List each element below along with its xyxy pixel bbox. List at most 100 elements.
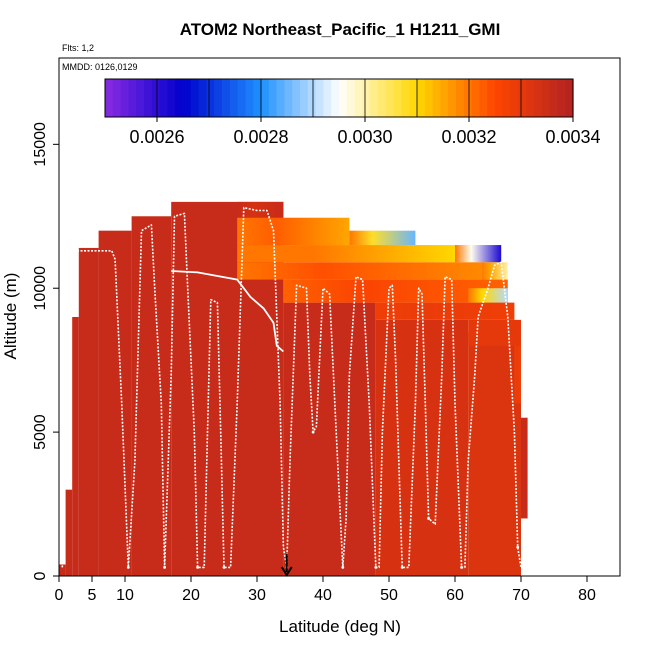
colorbar-swatch xyxy=(479,79,488,117)
colorbar-swatch xyxy=(378,79,387,117)
flight-track-point xyxy=(163,565,167,569)
x-tick-label: 70 xyxy=(512,587,530,604)
flight-track-secondary xyxy=(171,270,284,353)
colorbar-swatch xyxy=(526,79,535,117)
colorbar-swatch xyxy=(534,79,543,117)
colorbar-swatch xyxy=(214,79,223,117)
colorbar-swatch xyxy=(105,79,114,117)
colorbar-tick-label: 0.0034 xyxy=(545,127,600,147)
flight-track-point xyxy=(341,565,345,569)
colorbar-swatch xyxy=(112,79,122,117)
colorbar-swatch xyxy=(120,79,129,117)
colorbar-swatch xyxy=(432,79,441,117)
flight-track-point xyxy=(516,545,520,549)
y-tick-label: 15000 xyxy=(32,122,49,167)
x-tick-label: 60 xyxy=(446,587,464,604)
x-tick-label: 40 xyxy=(314,587,332,604)
colorbar-swatch xyxy=(307,79,317,117)
plot-area xyxy=(59,201,528,576)
curtain-layer xyxy=(237,217,350,246)
colorbar: 0.0026 0.0028 0.0030 0.0032 0.0034 xyxy=(104,78,601,147)
x-tick-label: 80 xyxy=(578,587,596,604)
colorbar-swatch xyxy=(245,79,254,117)
colorbar-swatch xyxy=(401,79,410,117)
curtain-layer xyxy=(468,288,508,303)
y-tick-label: 5000 xyxy=(32,414,49,450)
y-tick-label: 10000 xyxy=(32,266,49,311)
colorbar-swatch xyxy=(424,79,434,117)
flight-track-point xyxy=(311,430,315,434)
colorbar-swatch xyxy=(502,79,512,117)
flight-track-point xyxy=(222,565,226,569)
colorbar-swatch xyxy=(300,79,309,117)
x-tick-label: 30 xyxy=(248,587,266,604)
curtain-column xyxy=(59,564,66,576)
curtain-column xyxy=(521,417,528,519)
curtain-column xyxy=(78,247,99,576)
colorbar-swatch xyxy=(222,79,231,117)
colorbar-swatch xyxy=(323,79,332,117)
curtain-layer xyxy=(455,245,502,263)
colorbar-swatch xyxy=(159,79,168,117)
curtain-layer xyxy=(237,245,455,263)
colorbar-swatch xyxy=(440,79,449,117)
x-axis-label: Latitude (deg N) xyxy=(279,617,401,636)
colorbar-swatch xyxy=(331,79,340,117)
y-axis-label: Altitude (m) xyxy=(1,273,20,360)
colorbar-swatch xyxy=(128,79,137,117)
colorbar-swatch xyxy=(136,79,145,117)
colorbar-swatch xyxy=(393,79,402,117)
colorbar-swatch xyxy=(541,79,551,117)
colorbar-swatch xyxy=(385,79,395,117)
colorbar-swatch xyxy=(487,79,496,117)
plot-frame xyxy=(58,57,621,577)
x-tick-label: 0 xyxy=(55,587,64,604)
curtain-layer xyxy=(468,319,521,346)
colorbar-swatch xyxy=(167,79,176,117)
flight-track-point xyxy=(374,565,378,569)
colorbar-swatch xyxy=(253,79,262,117)
x-tick-label: 10 xyxy=(116,587,134,604)
colorbar-swatch xyxy=(261,79,270,117)
colorbar-swatch xyxy=(557,79,566,117)
colorbar-swatch xyxy=(518,79,527,117)
curtain-column xyxy=(131,216,172,576)
colorbar-swatch xyxy=(495,79,504,117)
colorbar-swatch xyxy=(144,79,153,117)
colorbar-swatch xyxy=(175,79,184,117)
y-tick-label: 0 xyxy=(32,571,49,580)
colorbar-swatch xyxy=(198,79,207,117)
colorbar-swatch xyxy=(463,79,473,117)
x-tick-label: 5 xyxy=(88,587,97,604)
colorbar-swatch xyxy=(362,79,371,117)
colorbar-swatch xyxy=(151,79,161,117)
flights-annotation: Flts: 1,2 xyxy=(62,43,94,53)
colorbar-swatch xyxy=(268,79,278,117)
axes: 0 5 10 20 30 40 50 60 70 80 0 5000 10000 15000 xyxy=(32,122,596,604)
colorbar-swatch xyxy=(471,79,480,117)
colorbar-swatch xyxy=(370,79,379,117)
colorbar-swatch xyxy=(549,79,558,117)
colorbar-swatch xyxy=(276,79,285,117)
flight-track-point xyxy=(67,329,71,333)
flight-track-point xyxy=(460,565,463,569)
colorbar-swatch xyxy=(354,79,363,117)
colorbar-tick-label: 0.0028 xyxy=(233,127,288,147)
curtain-layer xyxy=(514,345,521,404)
x-tick-label: 20 xyxy=(182,587,200,604)
curtain-column xyxy=(65,489,73,576)
colorbar-swatch xyxy=(346,79,356,117)
colorbar-tick-label: 0.0032 xyxy=(441,127,496,147)
colorbar-swatch xyxy=(339,79,348,117)
flight-track-point xyxy=(400,565,404,569)
colorbar-swatch xyxy=(237,79,246,117)
colorbar-swatch xyxy=(417,79,426,117)
curtain-layer xyxy=(237,262,482,280)
latitude-marker-arrowhead xyxy=(280,566,293,577)
colorbar-swatch xyxy=(292,79,301,117)
curtain-column xyxy=(468,331,521,576)
colorbar-tick-label: 0.0030 xyxy=(337,127,392,147)
colorbar-tick-label: 0.0026 xyxy=(129,127,184,147)
colorbar-swatch xyxy=(409,79,418,117)
